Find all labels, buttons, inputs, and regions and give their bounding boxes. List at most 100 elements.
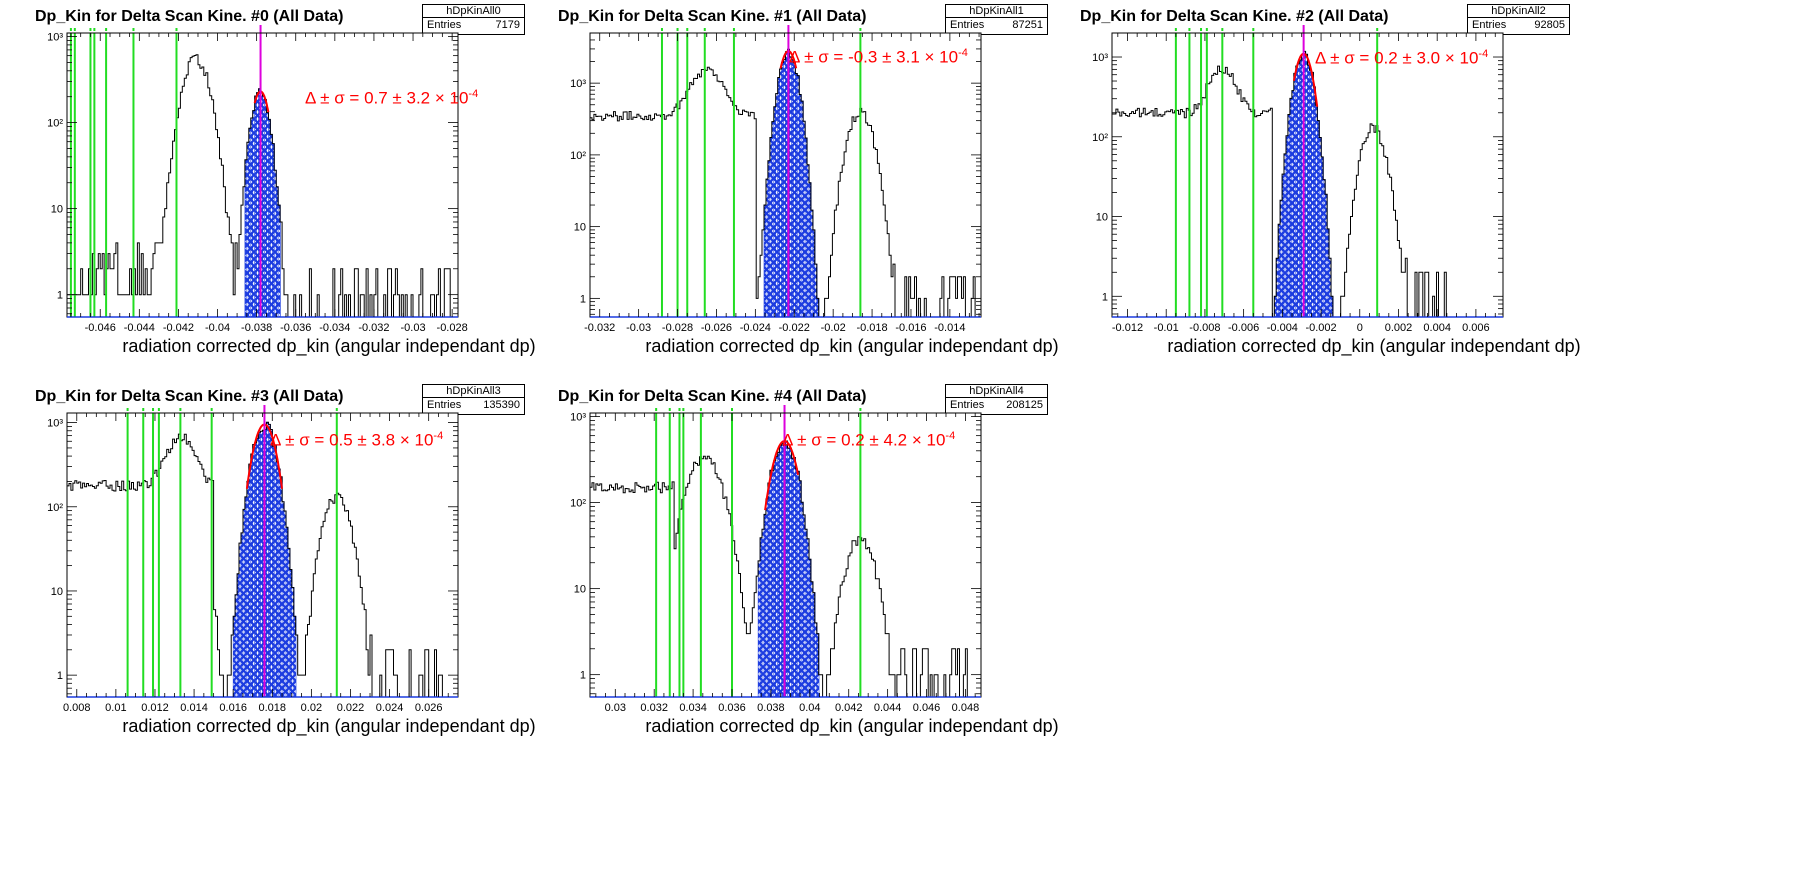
x-tick-label: -0.028: [662, 322, 693, 334]
y-tick-label: 10: [1096, 212, 1108, 224]
entries-label: Entries: [950, 399, 985, 411]
x-tick-label: 0.032: [640, 702, 668, 714]
exponent-value: -4: [945, 430, 956, 442]
plot-area: -0.032 -0.03 -0.028 -0.026 -0.024 -0.022 -0.02…: [570, 25, 982, 334]
y-tick-label: 10²: [47, 502, 63, 514]
x-tick-label: 0.046: [913, 702, 941, 714]
x-tick-label: -0.024: [740, 322, 771, 334]
x-tick-label: -0.026: [701, 322, 732, 334]
entries-value: 87251: [1012, 19, 1043, 31]
y-tick-label: 10²: [570, 498, 586, 510]
y-tick-label: 10³: [47, 32, 63, 44]
x-tick-label: -0.02: [821, 322, 846, 334]
fit-annotation: Δ ± σ = 0.5 ± 3.8 × 10-4: [270, 430, 444, 450]
x-tick-label: 0.034: [679, 702, 707, 714]
plot-area: -0.046 -0.044 -0.042 -0.04 -0.038 -0.036 -0.03…: [47, 25, 468, 334]
x-tick-label: 0.018: [259, 702, 287, 714]
x-tick-label: -0.014: [934, 322, 965, 334]
x-tick-label: -0.044: [124, 322, 155, 334]
exponent-value: -4: [1478, 48, 1489, 60]
y-tick-label: 10: [51, 204, 63, 216]
x-tick-label: 0.038: [757, 702, 785, 714]
histogram-name: hDpKinAll0: [423, 5, 524, 18]
x-tick-label: 0.016: [219, 702, 247, 714]
x-tick-label: 0.04: [799, 702, 820, 714]
histogram-panel: Dp_Kin for Delta Scan Kine. #2 (All Data…: [1075, 0, 1595, 390]
sigma-value: 3.2: [406, 88, 431, 108]
x-tick-label: -0.03: [400, 322, 425, 334]
plot-area: 0.03 0.032 0.034 0.036 0.038 0.04 0.042 0.044 0.…: [570, 405, 982, 714]
entries-value: 7179: [495, 19, 520, 31]
x-tick-label: -0.016: [895, 322, 926, 334]
x-axis-label: radiation corrected dp_kin (angular inde…: [1167, 336, 1581, 356]
histogram-panel: Dp_Kin for Delta Scan Kine. #4 (All Data…: [553, 380, 1073, 770]
x-tick-label: -0.006: [1228, 322, 1259, 334]
entries-label: Entries: [1472, 19, 1507, 31]
stats-box: hDpKinAll1 Entries 87251: [945, 4, 1048, 35]
x-tick-label: 0.026: [415, 702, 443, 714]
stats-box: hDpKinAll0 Entries 7179: [422, 4, 525, 35]
y-tick-label: 10²: [570, 150, 586, 162]
y-tick-label: 10: [574, 222, 586, 234]
x-tick-label: -0.012: [1112, 322, 1143, 334]
chart-title: Dp_Kin for Delta Scan Kine. #3 (All Data…: [35, 388, 344, 405]
y-tick-label: 10: [51, 586, 63, 598]
entries-value: 135390: [483, 399, 520, 411]
x-tick-label: -0.01: [1154, 322, 1179, 334]
y-tick-label: 1: [580, 670, 586, 682]
gaussian-fit-curve: [1293, 52, 1319, 107]
gaussian-fit-curve: [764, 440, 800, 511]
x-tick-label: 0.03: [605, 702, 626, 714]
x-tick-label: 0.01: [105, 702, 126, 714]
entries-label: Entries: [950, 19, 985, 31]
sigma-value: 4.2: [883, 430, 908, 450]
plot-area: -0.012 -0.01 -0.008 -0.006 -0.004 -0.002 0 0.00…: [1092, 25, 1504, 334]
y-tick-label: 10²: [47, 118, 63, 130]
y-tick-label: 10³: [47, 418, 63, 430]
entries-label: Entries: [427, 399, 462, 411]
histogram-panel: Dp_Kin for Delta Scan Kine. #0 (All Data…: [30, 0, 550, 390]
chart-title: Dp_Kin for Delta Scan Kine. #4 (All Data…: [558, 388, 867, 405]
x-tick-label: -0.032: [358, 322, 389, 334]
x-axis-label: radiation corrected dp_kin (angular inde…: [645, 716, 1059, 736]
entries-value: 92805: [1534, 19, 1565, 31]
stats-box: hDpKinAll2 Entries 92805: [1467, 4, 1570, 35]
stats-box: hDpKinAll4 Entries 208125: [945, 384, 1048, 415]
x-tick-label: 0.036: [718, 702, 746, 714]
x-tick-label: -0.004: [1267, 322, 1298, 334]
fit-annotation: Δ ± σ = 0.2 ± 3.0 × 10-4: [1315, 48, 1489, 68]
delta-value: -0.3: [848, 47, 878, 67]
chart-title: Dp_Kin for Delta Scan Kine. #0 (All Data…: [35, 8, 344, 25]
x-axis-label: radiation corrected dp_kin (angular inde…: [122, 336, 536, 356]
y-tick-label: 10²: [1092, 132, 1108, 144]
x-tick-label: 0.02: [301, 702, 322, 714]
x-tick-label: -0.018: [856, 322, 887, 334]
x-tick-label: 0.042: [835, 702, 863, 714]
entries-value: 208125: [1006, 399, 1043, 411]
x-tick-label: -0.046: [85, 322, 116, 334]
x-tick-label: 0: [1357, 322, 1363, 334]
y-tick-label: 10: [574, 584, 586, 596]
stats-box: hDpKinAll3 Entries 135390: [422, 384, 525, 415]
x-tick-label: -0.028: [437, 322, 468, 334]
y-tick-label: 10³: [570, 78, 586, 90]
histogram-name: hDpKinAll4: [946, 385, 1047, 398]
y-tick-label: 1: [57, 670, 63, 682]
x-tick-label: -0.008: [1189, 322, 1220, 334]
delta-value: 0.2: [1374, 48, 1398, 68]
y-tick-label: 1: [580, 293, 586, 305]
sigma-value: 3.1: [896, 47, 920, 67]
x-tick-label: -0.042: [163, 322, 194, 334]
x-tick-label: 0.014: [180, 702, 208, 714]
x-tick-label: -0.034: [319, 322, 350, 334]
plot-area: 0.008 0.01 0.012 0.014 0.016 0.018 0.02 0.022 0.…: [47, 405, 459, 714]
fit-annotation: Δ ± σ = 0.2 ± 4.2 × 10-4: [782, 430, 956, 450]
histogram-name: hDpKinAll3: [423, 385, 524, 398]
y-tick-label: 1: [57, 290, 63, 302]
x-tick-label: -0.038: [241, 322, 272, 334]
sigma-value: 3.0: [1416, 48, 1441, 68]
histogram-name: hDpKinAll2: [1468, 5, 1569, 18]
fit-annotation: Δ ± σ = 0.7 ± 3.2 × 10-4: [305, 88, 479, 108]
x-tick-label: -0.036: [280, 322, 311, 334]
histogram-line: [66, 54, 458, 318]
